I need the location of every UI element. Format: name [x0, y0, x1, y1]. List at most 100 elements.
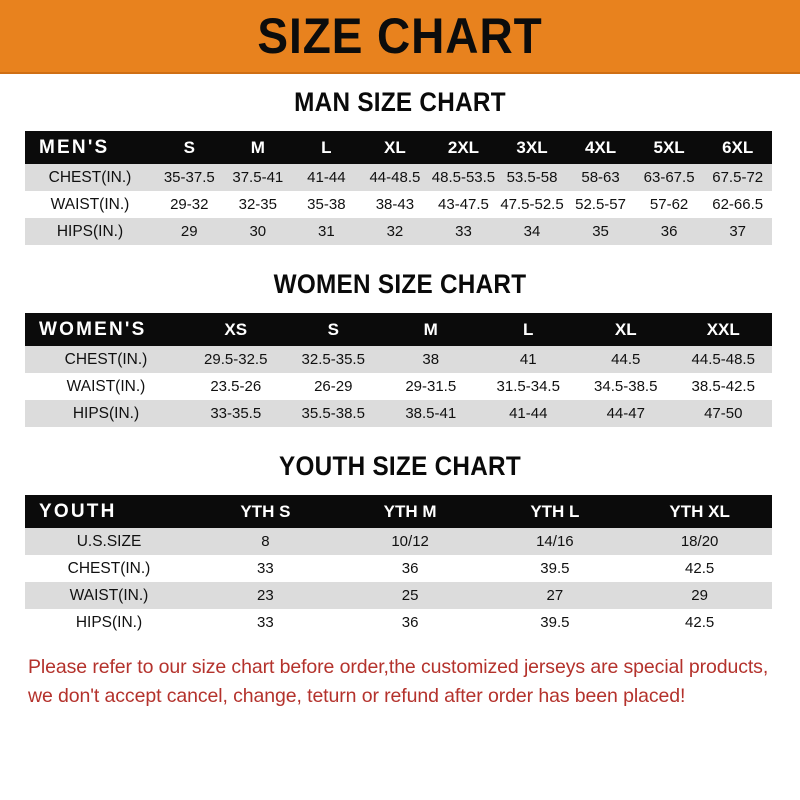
size-chart-disclaimer: Please refer to our size chart before or…: [25, 653, 775, 710]
man-cell: 38-43: [360, 191, 430, 218]
man-cell: 52.5-57: [566, 191, 635, 218]
man-cell: 44-48.5: [360, 164, 430, 191]
disclaimer-line-2: we don't accept cancel, change, teturn o…: [28, 684, 686, 707]
women-column-header: XXL: [706, 319, 740, 339]
youth-header-row: YOUTH YTH S YTH M YTH L YTH XL: [25, 495, 772, 528]
man-column-header: S: [183, 137, 195, 157]
man-table-row: HIPS(IN.) 29 30 31 32 33 34 35 36 37: [25, 218, 772, 245]
man-header-row: MEN'S S M L XL 2XL 3XL 4XL 5XL 6XL: [25, 131, 772, 164]
youth-table-row: CHEST(IN.) 33 36 39.5 42.5: [25, 555, 772, 582]
youth-cell: 25: [337, 582, 483, 609]
women-row-label: HIPS(IN.): [25, 400, 187, 427]
man-cell: 31: [292, 218, 361, 245]
women-column-header: S: [327, 319, 339, 339]
youth-row-label: U.S.SIZE: [25, 528, 193, 555]
man-cell: 67.5-72: [703, 164, 772, 191]
youth-row-label: CHEST(IN.): [25, 555, 193, 582]
youth-column-header: YTH XL: [669, 501, 730, 521]
women-header-row: WOMEN'S XS S M L XL XXL: [25, 313, 772, 346]
man-table-row: CHEST(IN.) 35-37.5 37.5-41 41-44 44-48.5 48.5…: [25, 164, 772, 191]
women-cell: 44.5: [577, 346, 675, 373]
man-cell: 58-63: [566, 164, 635, 191]
man-cell: 29-32: [155, 191, 224, 218]
youth-column-header: YTH S: [240, 501, 291, 521]
man-cell: 35: [566, 218, 635, 245]
youth-row-label: WAIST(IN.): [25, 582, 193, 609]
women-cell: 41-44: [479, 400, 577, 427]
youth-corner-label: YOUTH: [39, 500, 117, 522]
man-corner-label: MEN'S: [39, 136, 110, 158]
youth-table-body: U.S.SIZE 8 10/12 14/16 18/20 CHEST(IN.) 33 36 39…: [25, 528, 772, 636]
youth-section-title: YOUTH SIZE CHART: [279, 451, 521, 481]
youth-cell: 42.5: [627, 555, 772, 582]
man-section-title: MAN SIZE CHART: [294, 87, 506, 117]
women-cell: 44-47: [577, 400, 675, 427]
women-cell: 35.5-38.5: [284, 400, 382, 427]
man-cell: 43-47.5: [429, 191, 498, 218]
man-column-header: L: [321, 137, 332, 157]
man-row-label: WAIST(IN.): [25, 191, 155, 218]
man-cell: 35-37.5: [155, 164, 224, 191]
women-cell: 32.5-35.5: [284, 346, 382, 373]
women-cell: 41: [479, 346, 577, 373]
youth-cell: 14/16: [482, 528, 628, 555]
youth-cell: 29: [627, 582, 772, 609]
man-cell: 36: [634, 218, 704, 245]
man-cell: 53.5-58: [497, 164, 567, 191]
man-cell: 29: [155, 218, 224, 245]
women-cell: 29-31.5: [382, 373, 480, 400]
man-table-head: MEN'S S M L XL 2XL 3XL 4XL 5XL 6XL: [25, 131, 772, 164]
page-banner: SIZE CHART: [0, 0, 800, 74]
women-cell: 47-50: [674, 400, 772, 427]
man-row-label: CHEST(IN.): [25, 164, 155, 191]
man-column-header: 6XL: [722, 137, 754, 157]
man-row-label: HIPS(IN.): [25, 218, 155, 245]
man-column-header: 4XL: [584, 137, 617, 157]
women-row-label: CHEST(IN.): [25, 346, 187, 373]
youth-cell: 36: [337, 609, 483, 636]
youth-column-header: YTH M: [383, 501, 437, 521]
man-cell: 34: [497, 218, 567, 245]
man-cell: 33: [429, 218, 498, 245]
youth-cell: 36: [337, 555, 483, 582]
youth-cell: 39.5: [482, 609, 628, 636]
youth-cell: 27: [482, 582, 628, 609]
women-cell: 33-35.5: [187, 400, 285, 427]
women-table-row: HIPS(IN.) 33-35.5 35.5-38.5 38.5-41 41-44 44-…: [25, 400, 772, 427]
women-cell: 23.5-26: [187, 373, 285, 400]
youth-cell: 10/12: [337, 528, 483, 555]
women-column-header: XS: [224, 319, 248, 339]
youth-cell: 8: [193, 528, 338, 555]
women-table-head: WOMEN'S XS S M L XL XXL: [25, 313, 772, 346]
youth-cell: 18/20: [627, 528, 772, 555]
man-column-header: 3XL: [516, 137, 548, 157]
women-column-header: L: [523, 319, 534, 339]
women-cell: 38.5-41: [382, 400, 480, 427]
man-cell: 32-35: [223, 191, 293, 218]
man-column-header: M: [250, 137, 265, 157]
women-cell: 34.5-38.5: [577, 373, 675, 400]
youth-table-row: HIPS(IN.) 33 36 39.5 42.5: [25, 609, 772, 636]
disclaimer-line-1: Please refer to our size chart before or…: [28, 656, 769, 678]
women-section-title: WOMEN SIZE CHART: [273, 269, 527, 299]
women-cell: 38.5-42.5: [674, 373, 772, 400]
man-cell: 48.5-53.5: [429, 164, 498, 191]
man-column-header: 5XL: [653, 137, 685, 157]
women-cell: 29.5-32.5: [187, 346, 285, 373]
man-cell: 47.5-52.5: [497, 191, 567, 218]
youth-cell: 33: [193, 609, 338, 636]
youth-table-row: U.S.SIZE 8 10/12 14/16 18/20: [25, 528, 772, 555]
man-cell: 37: [703, 218, 772, 245]
youth-table-row: WAIST(IN.) 23 25 27 29: [25, 582, 772, 609]
women-corner-label: WOMEN'S: [39, 318, 147, 340]
man-size-table: MEN'S S M L XL 2XL 3XL 4XL 5XL 6XL CHEST(IN.) 35-3…: [25, 131, 772, 245]
man-cell: 41-44: [292, 164, 361, 191]
youth-cell: 42.5: [627, 609, 772, 636]
women-column-header: M: [423, 319, 438, 339]
youth-cell: 33: [193, 555, 338, 582]
man-cell: 62-66.5: [703, 191, 772, 218]
man-cell: 37.5-41: [223, 164, 293, 191]
man-cell: 35-38: [292, 191, 361, 218]
women-table-row: WAIST(IN.) 23.5-26 26-29 29-31.5 31.5-34.5 34…: [25, 373, 772, 400]
man-table-row: WAIST(IN.) 29-32 32-35 35-38 38-43 43-47.5 47.…: [25, 191, 772, 218]
